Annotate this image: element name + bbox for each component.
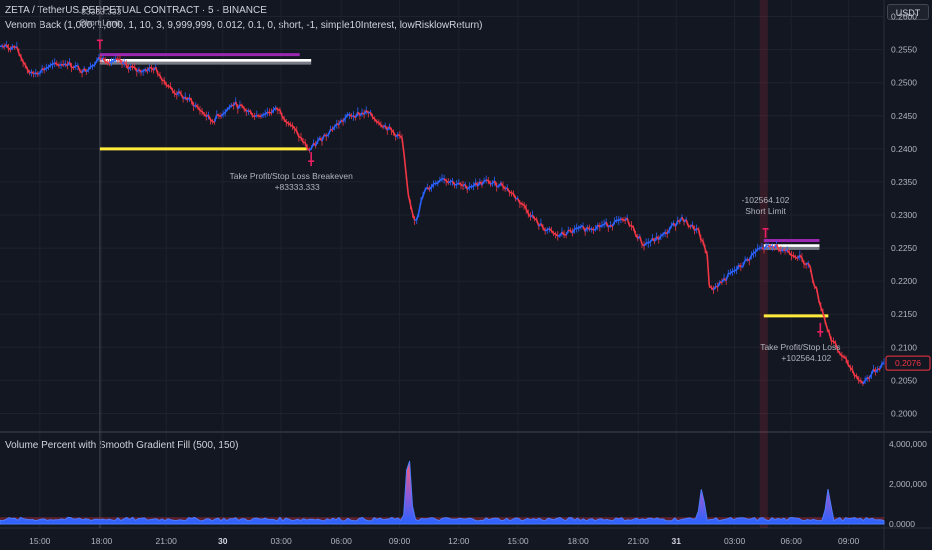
volume-tick-label: 2,000,000	[889, 479, 927, 489]
price-tick-label: 0.2050	[891, 375, 917, 385]
current-price-label: 0.2076	[895, 358, 921, 368]
currency-button[interactable]: USDT	[887, 4, 929, 20]
time-tick-label: 12:00	[448, 536, 470, 546]
exit-label: +83333.333	[275, 182, 320, 192]
entry-label: Short Limit	[80, 17, 121, 27]
time-tick-label: 18:00	[91, 536, 113, 546]
exit-arrow-icon	[308, 152, 315, 167]
time-tick-label: 06:00	[781, 536, 803, 546]
exit-arrow-icon	[817, 322, 824, 337]
time-tick-label: 03:00	[724, 536, 746, 546]
time-tick-label: 09:00	[838, 536, 860, 546]
volume-tick-label: 0.0000	[889, 519, 915, 529]
price-tick-label: 0.2250	[891, 243, 917, 253]
price-tick-label: 0.2100	[891, 342, 917, 352]
entry-label: -102564.102	[742, 195, 790, 205]
current-price-tag: 0.2076	[885, 355, 931, 371]
price-segment	[405, 175, 410, 195]
price-tick-label: 0.2200	[891, 276, 917, 286]
time-tick-label: 30	[218, 536, 228, 546]
exit-label: Take Profit/Stop Loss Breakeven	[230, 171, 354, 181]
entry-label: Short Limit	[745, 206, 786, 216]
time-tick-label: 09:00	[389, 536, 411, 546]
price-tick-label: 0.2450	[891, 111, 917, 121]
entry-arrow-icon	[762, 228, 769, 238]
time-tick-label: 31	[672, 536, 682, 546]
price-tick-label: 0.2150	[891, 309, 917, 319]
time-tick-label: 18:00	[567, 536, 589, 546]
session-highlights	[99, 0, 768, 528]
time-tick-label: 21:00	[628, 536, 650, 546]
price-tick-label: 0.2500	[891, 78, 917, 88]
strategy-legend[interactable]: Venom Back (1,000, 1,000, 1, 10, 3, 9,99…	[5, 20, 483, 31]
exit-label: +102564.102	[781, 353, 831, 363]
volume-axis[interactable]: 4,000,000 2,000,000 0.0000	[889, 439, 927, 529]
time-tick-label: 15:00	[29, 536, 51, 546]
time-axis[interactable]: 15:00 18:00 21:00 30 03:00 06:00 09:00 12:00 15:…	[29, 536, 859, 546]
highlight-band	[759, 0, 768, 528]
volume-series	[0, 460, 885, 525]
time-tick-label: 03:00	[270, 536, 292, 546]
volume-tick-label: 4,000,000	[889, 439, 927, 449]
time-tick-label: 15:00	[507, 536, 529, 546]
price-series	[0, 40, 885, 386]
entry-label: -83333.333	[78, 6, 121, 16]
price-tick-label: 0.2350	[891, 177, 917, 187]
symbol-title[interactable]: ZETA / TetherUS PERPETUAL CONTRACT · 5 ·…	[5, 5, 267, 16]
volume-indicator-legend[interactable]: Volume Percent with Smooth Gradient Fill…	[5, 440, 239, 451]
price-tick-label: 0.2300	[891, 210, 917, 220]
price-tick-label: 0.2600	[891, 12, 917, 22]
entry-arrow-icon	[96, 39, 103, 50]
exit-label: Take Profit/Stop Loss	[760, 342, 840, 352]
price-tick-label: 0.2000	[891, 408, 917, 418]
price-axis[interactable]: 0.2600 0.2550 0.2500 0.2450 0.2400 0.2350 0.23…	[891, 12, 917, 419]
price-tick-label: 0.2400	[891, 144, 917, 154]
trade-lines	[99, 53, 829, 318]
price-segment	[706, 254, 711, 286]
volume-area	[0, 460, 885, 525]
current-price-box	[885, 355, 931, 371]
price-tick-label: 0.2550	[891, 45, 917, 55]
time-tick-label: 21:00	[156, 536, 178, 546]
time-tick-label: 06:00	[331, 536, 353, 546]
